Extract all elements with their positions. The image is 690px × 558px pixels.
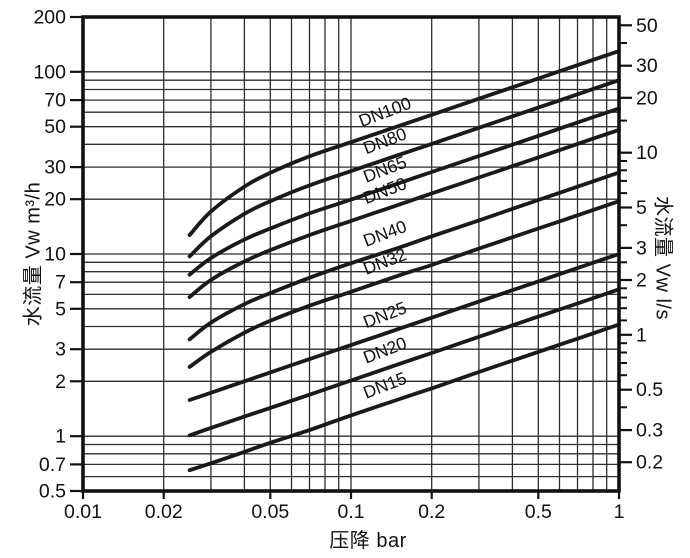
left-axis-ticks: 200 100 70 50 30 20 10 7 5 3 2 1 0.7 0.5 [33,7,83,503]
right-tick-label: 5 [636,197,647,219]
right-axis-ticks: 50 30 20 10 5 3 2 1 0.5 0.3 0.2 [619,15,663,474]
left-tick-label: 50 [44,116,66,138]
left-tick-label: 7 [55,272,66,294]
right-tick-label: 1 [636,324,647,346]
x-tick-label: 0.1 [337,501,364,523]
left-y-axis-title: 水流量 Vw m³/h [22,181,45,327]
curve-DN100 [187,49,621,237]
curve-DN32 [187,199,621,369]
right-tick-label: 2 [636,270,647,292]
left-tick-label: 100 [33,61,66,83]
curves [187,49,621,473]
curve-DN15 [187,322,621,473]
left-tick-label: 30 [44,157,66,179]
x-tick-label: 0.05 [251,501,289,523]
right-tick-label: 0.5 [636,379,663,401]
left-tick-label: 1 [55,426,66,448]
x-axis-title: 压降 bar [329,530,407,552]
left-tick-label: 200 [33,7,66,29]
left-tick-label: 3 [55,339,66,361]
left-tick-label: 0.5 [39,481,66,503]
x-tick-label: 0.2 [418,501,445,523]
left-tick-label: 20 [44,189,66,211]
curve-DN50 [187,128,621,299]
curve-DN20 [187,287,621,438]
curve-DN40 [187,170,621,342]
right-tick-label: 0.2 [636,452,663,474]
x-tick-label: 0.5 [525,501,552,523]
curve-DN65 [187,106,621,277]
x-axis-ticks: 0.01 0.02 0.05 0.1 0.2 0.5 1 [64,491,624,523]
right-tick-label: 3 [636,237,647,259]
curve-DN80 [187,78,621,259]
left-tick-label: 0.7 [39,454,66,476]
curve-DN25 [187,252,621,402]
left-tick-label: 70 [44,90,66,112]
right-y-axis-title: 水流量 Vw l/s [651,196,674,320]
x-tick-label: 0.01 [64,501,102,523]
grid-lines [83,17,619,491]
x-tick-label: 1 [614,501,625,523]
left-tick-label: 10 [44,244,66,266]
right-tick-label: 0.3 [636,420,663,442]
right-tick-label: 20 [636,87,658,109]
right-tick-label: 30 [636,55,658,77]
x-tick-label: 0.02 [145,501,183,523]
right-tick-label: 10 [636,142,658,164]
left-tick-label: 5 [55,298,66,320]
left-tick-label: 2 [55,371,66,393]
right-tick-label: 50 [636,15,658,37]
